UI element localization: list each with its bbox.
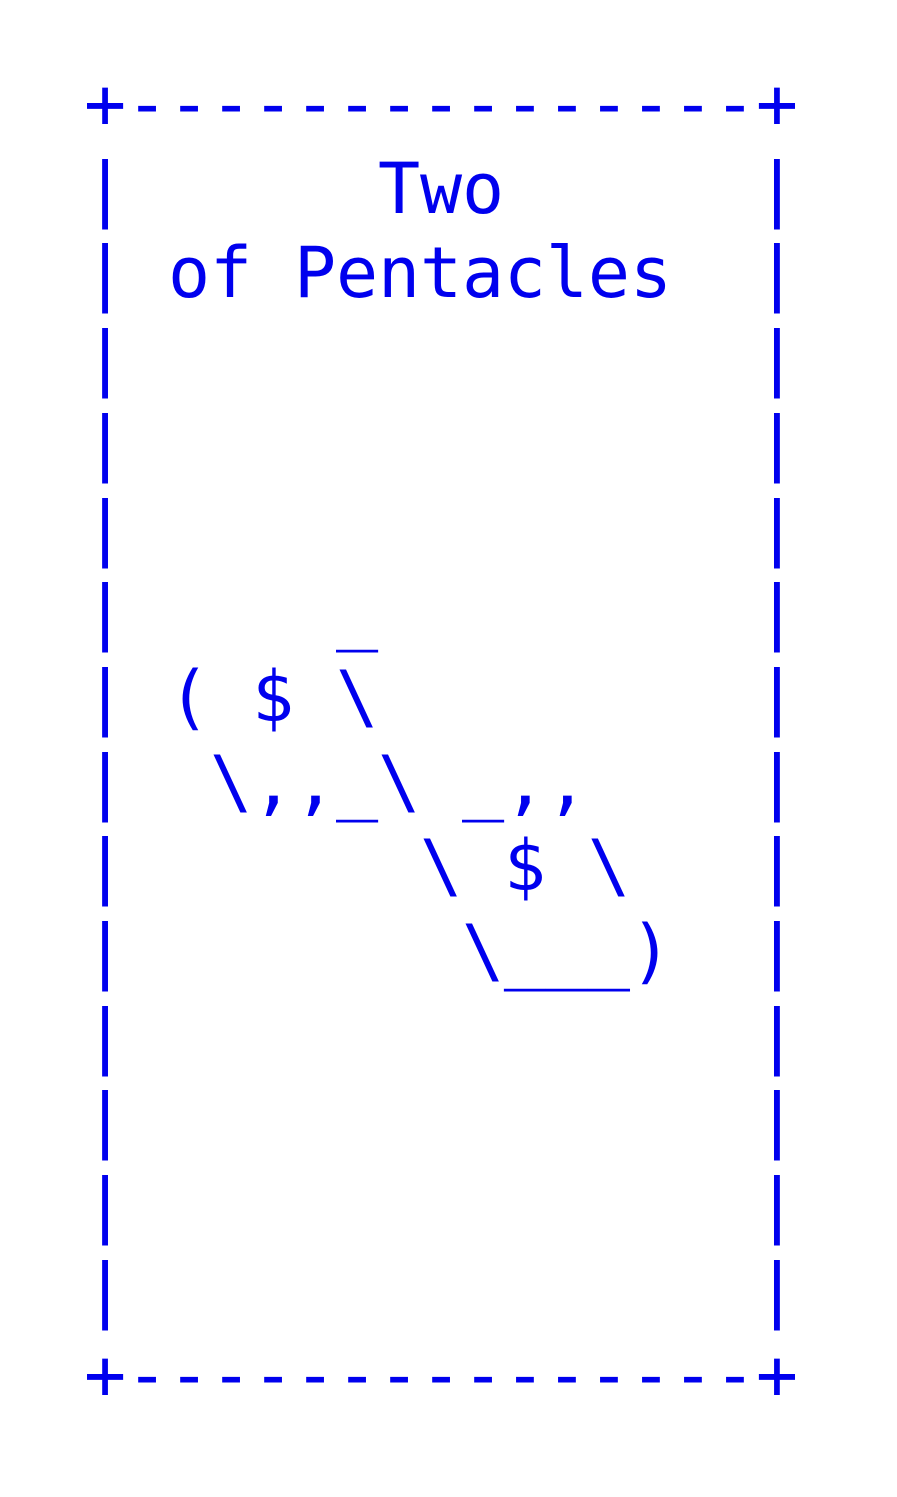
card-line: | | [84, 401, 798, 484]
card-title-line-1: | Two | [84, 147, 798, 230]
card-line: | | [84, 994, 798, 1077]
card-line: | | [84, 1248, 798, 1331]
pentacles-art-line: | \___) | [84, 910, 798, 993]
tarot-card-ascii-art: +---------------+ | Two | | of Pentacles… [84, 62, 798, 1417]
pentacles-art-line: | ( $ \ | [84, 655, 798, 738]
card-top-border: +---------------+ [84, 63, 798, 145]
card-line: | | [84, 317, 798, 400]
pentacles-art-line: | \,,_\ _,, | [84, 740, 798, 823]
pentacles-art-line: | _ | [84, 571, 798, 654]
pentacles-art-line: | \ $ \ | [84, 825, 798, 908]
card-line: | | [84, 486, 798, 569]
card-line: | | [84, 1164, 798, 1247]
card-title-line-2: | of Pentacles | [84, 232, 798, 315]
card-line: | | [84, 1079, 798, 1162]
card-bottom-border: +---------------+ [84, 1333, 798, 1416]
